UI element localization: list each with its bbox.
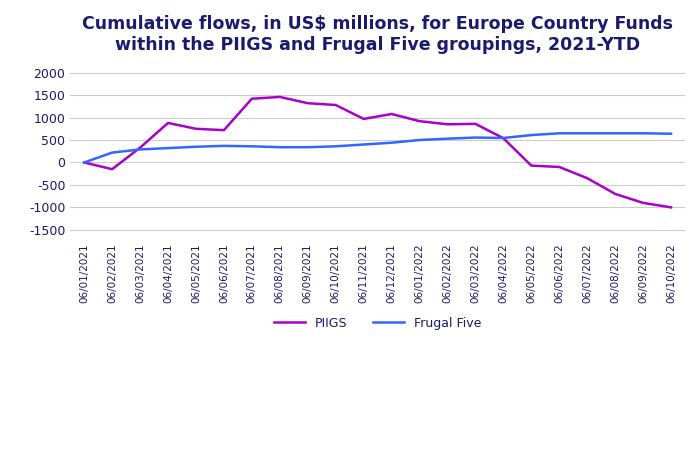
PIIGS <box>527 163 536 168</box>
Frugal Five <box>164 145 172 151</box>
Frugal Five <box>248 144 256 149</box>
Frugal Five <box>415 137 424 143</box>
Line: Frugal Five: Frugal Five <box>84 133 671 163</box>
PIIGS <box>639 200 648 206</box>
PIIGS <box>611 191 620 197</box>
Frugal Five <box>499 135 508 141</box>
Legend: PIIGS, Frugal Five: PIIGS, Frugal Five <box>269 312 486 335</box>
Frugal Five <box>443 136 452 142</box>
PIIGS <box>583 175 592 181</box>
PIIGS <box>108 166 116 172</box>
PIIGS <box>667 205 676 210</box>
PIIGS <box>248 96 256 102</box>
PIIGS <box>387 111 395 117</box>
PIIGS <box>359 116 368 122</box>
Frugal Five <box>387 140 395 145</box>
Frugal Five <box>471 135 480 140</box>
PIIGS <box>555 164 564 170</box>
Frugal Five <box>80 160 88 165</box>
Frugal Five <box>136 147 144 152</box>
Frugal Five <box>276 144 284 150</box>
PIIGS <box>164 120 172 126</box>
Frugal Five <box>583 130 592 136</box>
Frugal Five <box>359 142 368 147</box>
PIIGS <box>80 160 88 165</box>
PIIGS <box>332 102 340 108</box>
PIIGS <box>276 94 284 100</box>
Frugal Five <box>555 130 564 136</box>
PIIGS <box>415 118 424 124</box>
PIIGS <box>136 145 144 151</box>
Line: PIIGS: PIIGS <box>84 97 671 207</box>
PIIGS <box>220 127 228 133</box>
Frugal Five <box>527 132 536 138</box>
PIIGS <box>304 100 312 106</box>
Frugal Five <box>611 130 620 136</box>
PIIGS <box>499 136 508 141</box>
Frugal Five <box>220 143 228 149</box>
Frugal Five <box>639 130 648 136</box>
Title: Cumulative flows, in US$ millions, for Europe Country Funds
within the PIIGS and: Cumulative flows, in US$ millions, for E… <box>82 15 673 54</box>
Frugal Five <box>108 150 116 155</box>
Frugal Five <box>304 144 312 150</box>
PIIGS <box>443 122 452 127</box>
Frugal Five <box>192 144 200 150</box>
PIIGS <box>471 121 480 127</box>
Frugal Five <box>332 144 340 149</box>
Frugal Five <box>667 131 676 137</box>
PIIGS <box>192 126 200 131</box>
